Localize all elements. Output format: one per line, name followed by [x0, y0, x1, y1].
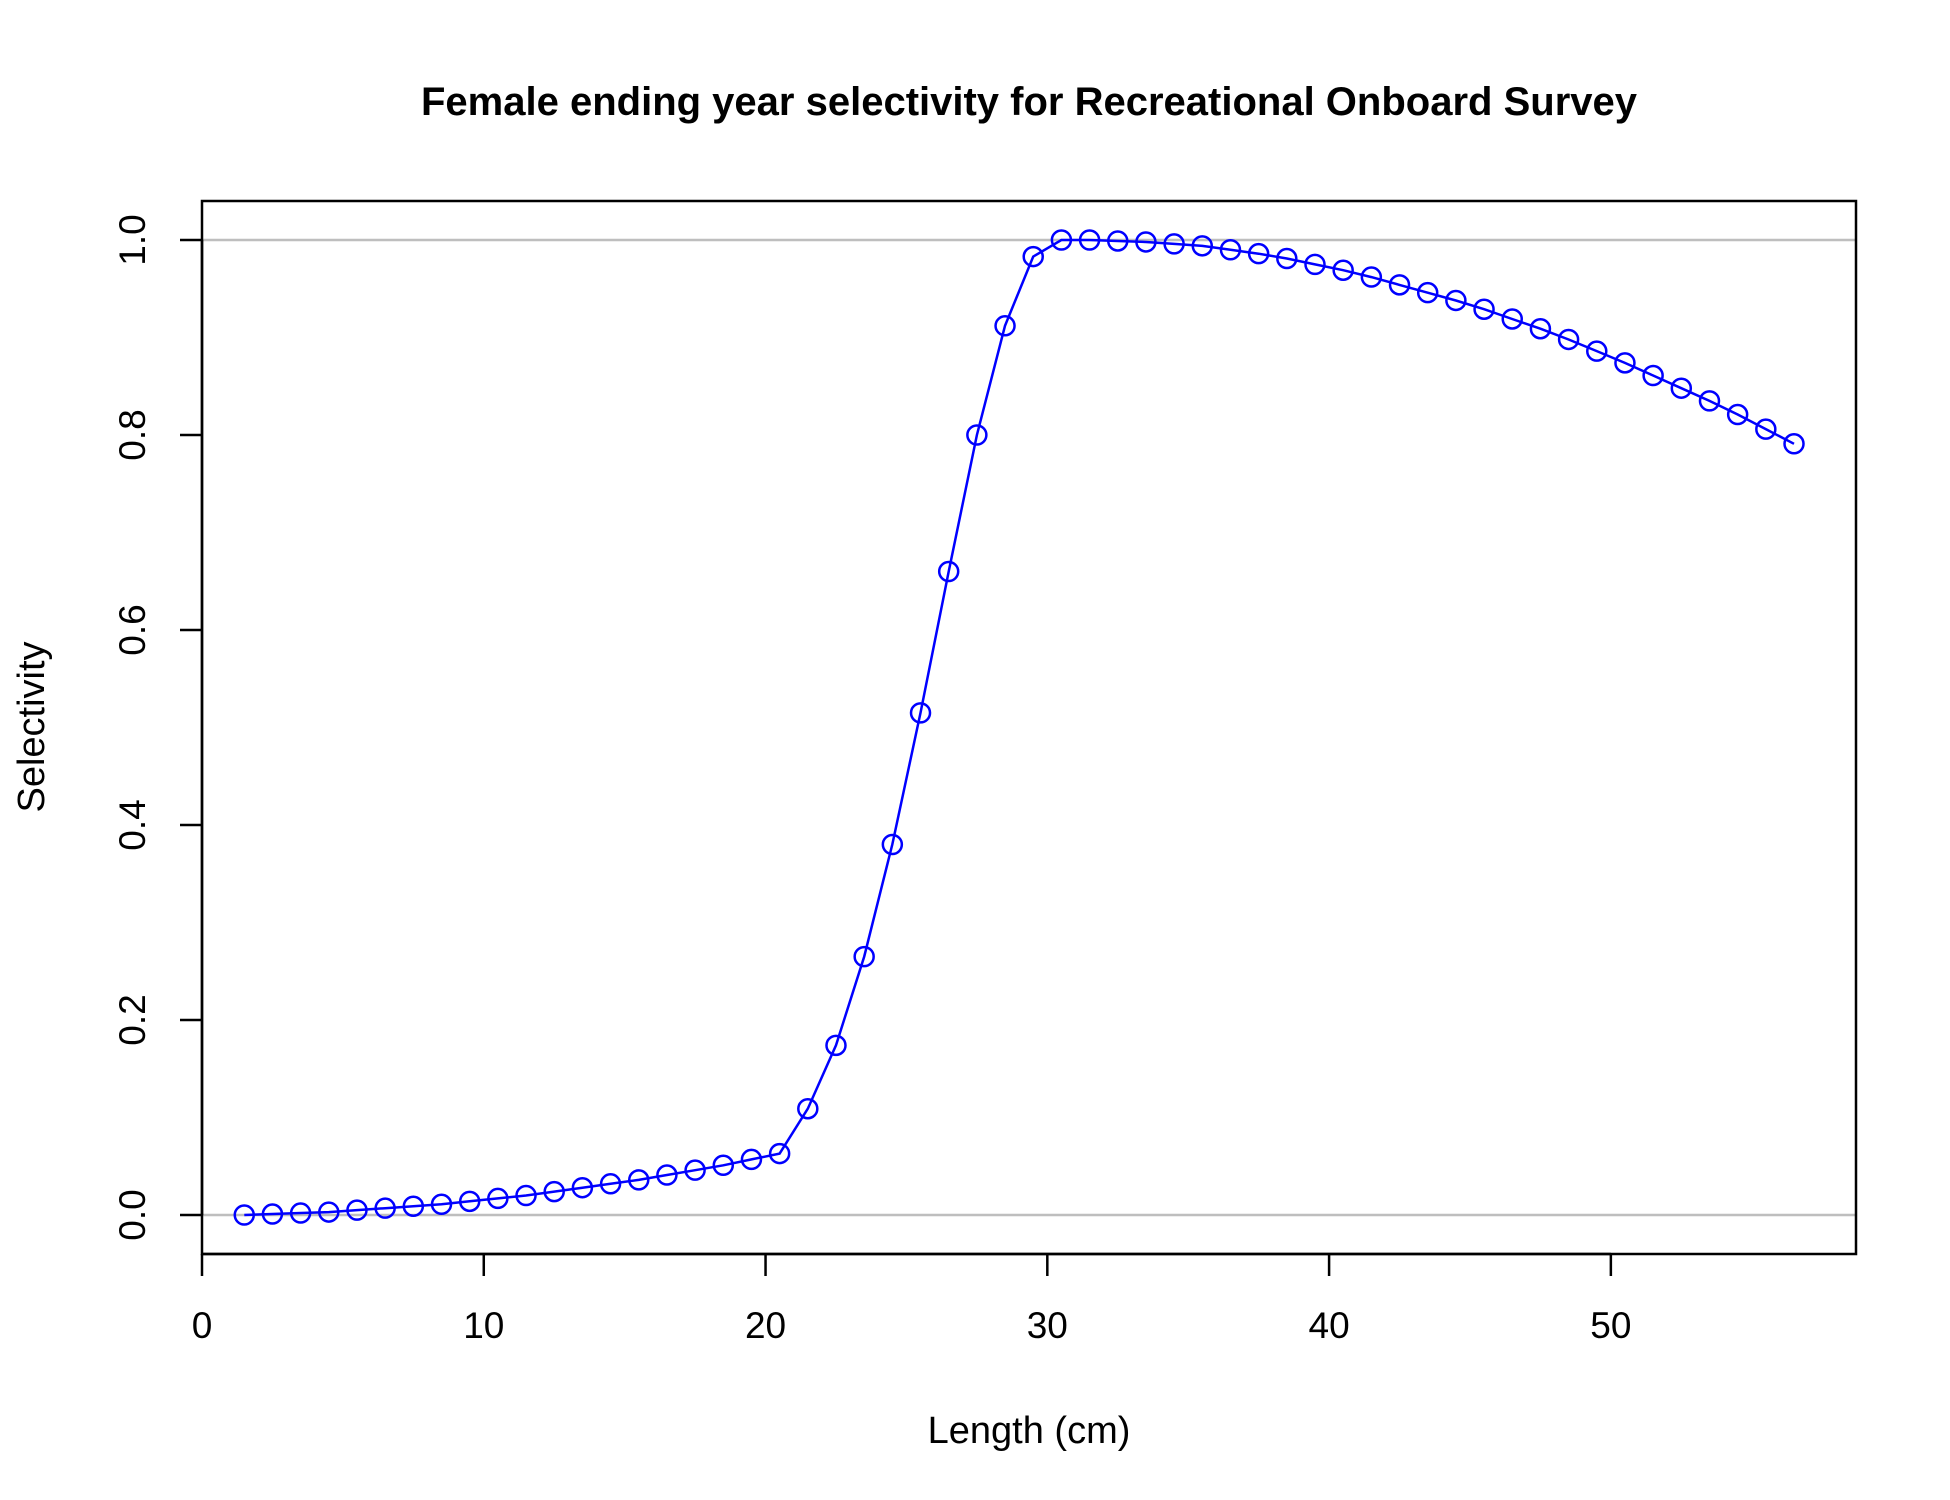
data-point	[994, 315, 1016, 337]
data-point	[1529, 317, 1552, 340]
data-point	[909, 702, 932, 724]
data-point	[374, 1197, 396, 1219]
y-tick-label: 0.0	[112, 1189, 153, 1240]
data-point	[966, 424, 988, 446]
data-point	[656, 1164, 678, 1186]
data-point	[1050, 229, 1073, 251]
y-tick-label: 0.6	[112, 604, 153, 655]
plot-frame	[200, 199, 1858, 1256]
data-point	[346, 1199, 368, 1221]
series-line	[244, 238, 1795, 1217]
data-point	[1078, 229, 1101, 251]
data-point	[1276, 247, 1298, 270]
data-point	[1135, 231, 1157, 253]
data-point	[289, 1202, 312, 1224]
data-point	[1698, 390, 1721, 412]
data-point	[458, 1190, 481, 1213]
data-point	[1107, 230, 1129, 252]
data-point	[402, 1195, 425, 1217]
x-axis: 0 10 20 30 40 50	[192, 1252, 1631, 1346]
data-point	[1501, 308, 1523, 330]
reference-lines	[202, 238, 1856, 1217]
x-tick-label: 40	[1309, 1305, 1350, 1346]
data-point	[1360, 266, 1383, 288]
y-tick-label: 0.8	[112, 409, 153, 460]
data-point	[1557, 328, 1580, 351]
data-point	[1445, 289, 1467, 312]
x-tick-label: 0	[192, 1305, 213, 1346]
data-point	[712, 1154, 735, 1177]
data-point	[1304, 253, 1326, 276]
data-point	[1163, 233, 1185, 255]
data-point	[1219, 239, 1242, 261]
x-tick-label: 30	[1027, 1305, 1068, 1346]
data-point	[797, 1097, 819, 1120]
data-point	[881, 833, 904, 856]
y-axis-label: Selectivity	[11, 641, 53, 812]
data-point	[515, 1184, 537, 1207]
x-tick-label: 50	[1590, 1305, 1631, 1346]
data-point	[1670, 377, 1693, 399]
data-point	[1642, 364, 1664, 387]
data-point	[318, 1201, 340, 1223]
y-tick-label: 1.0	[112, 214, 153, 265]
data-point	[1022, 245, 1044, 268]
data-point	[937, 560, 960, 583]
x-axis-label: Length (cm)	[928, 1410, 1131, 1452]
series-line-group	[244, 238, 1795, 1217]
data-point	[487, 1187, 509, 1210]
data-point	[571, 1176, 594, 1199]
data-point	[233, 1204, 256, 1226]
data-point	[1586, 340, 1608, 362]
data-point	[543, 1180, 565, 1203]
data-point	[684, 1159, 706, 1181]
data-point	[1191, 235, 1214, 257]
data-points	[233, 229, 1805, 1226]
data-point	[1473, 298, 1495, 320]
data-point	[768, 1142, 791, 1165]
x-tick-label: 20	[745, 1305, 786, 1346]
data-point	[1783, 433, 1805, 455]
y-tick-label: 0.2	[112, 994, 153, 1045]
data-point	[740, 1148, 763, 1171]
y-axis: 0.0 0.2 0.4 0.6 0.8 1.0	[112, 214, 204, 1241]
data-point	[599, 1173, 622, 1195]
data-point	[1247, 242, 1270, 265]
x-tick-label: 10	[463, 1305, 504, 1346]
data-point	[1614, 352, 1636, 374]
data-point	[853, 945, 875, 968]
chart-title: Female ending year selectivity for Recre…	[421, 80, 1638, 124]
data-point	[430, 1193, 453, 1216]
y-tick-label: 0.4	[112, 799, 153, 850]
data-point	[261, 1203, 284, 1225]
data-point	[825, 1034, 847, 1057]
data-point	[1755, 418, 1777, 440]
data-point	[1416, 281, 1439, 304]
data-point	[627, 1169, 650, 1191]
data-point	[1388, 274, 1411, 296]
data-point	[1332, 259, 1354, 281]
data-point	[1726, 403, 1749, 426]
